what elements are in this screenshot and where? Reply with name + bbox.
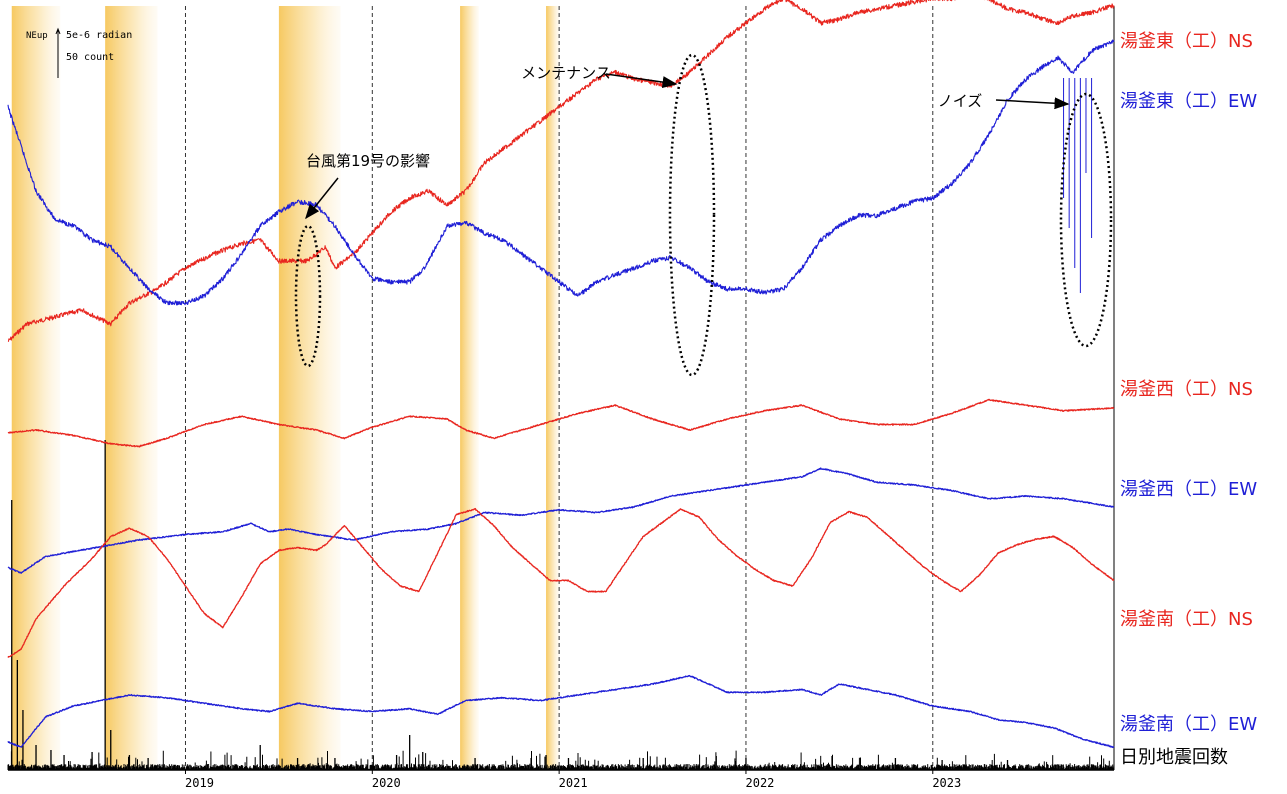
annotation-ellipse-3	[1059, 92, 1113, 348]
series-line-3	[7, 398, 1115, 448]
x-tick-label-4: 2022	[746, 776, 775, 790]
shaded-period-5	[546, 6, 560, 770]
right-label-3: 湯釜西（工）NS	[1120, 379, 1253, 400]
right-label-6: 湯釜南（工）EW	[1120, 714, 1257, 735]
scale-bar-tilt: 5e-6 radian	[66, 30, 132, 41]
right-label-1: 湯釜東（工）NS	[1120, 31, 1253, 52]
annotation-arrow-2	[605, 73, 678, 89]
shaded-period-2	[105, 6, 158, 770]
x-tick-label-2: 2020	[372, 776, 401, 790]
earthquake-count-bars	[7, 440, 1115, 770]
x-tick-labels: 2019 2020 2021 2022 2023	[184, 770, 961, 790]
right-label-7: 日別地震回数	[1120, 747, 1228, 768]
right-labels: 湯釜東（工）NS 湯釜東（工）EW 湯釜西（工）NS 湯釜西（工）EW 湯釜南（工）NS…	[1120, 31, 1257, 768]
shaded-period-4	[460, 6, 479, 770]
shaded-period-3	[278, 6, 341, 770]
right-label-4: 湯釜西（工）EW	[1120, 479, 1257, 500]
tilt-series	[7, 0, 1115, 749]
year-dashed-lines	[184, 6, 934, 770]
shaded-periods	[11, 6, 560, 770]
annotation-label-2: メンテナンス	[521, 64, 611, 82]
scale-bar: NEup 5e-6 radian 50 count	[26, 27, 132, 78]
series-line-5	[7, 507, 1115, 658]
x-tick-label-5: 2023	[932, 776, 961, 790]
annotation-label-1: 台風第19号の影響	[306, 152, 430, 170]
annotation-label-3: ノイズ	[938, 92, 983, 110]
scale-bar-group: NEup	[26, 31, 48, 41]
annotation-arrow-3	[995, 97, 1070, 110]
series-line-2	[7, 39, 1115, 306]
series-line-1	[7, 0, 1115, 343]
x-tick-label-3: 2021	[559, 776, 588, 790]
daily-count-background	[7, 750, 1115, 770]
right-label-2: 湯釜東（工）EW	[1120, 91, 1257, 112]
right-label-5: 湯釜南（工）NS	[1120, 609, 1253, 630]
annotation-ellipse-2	[668, 53, 716, 377]
annotation-ellipse-1	[294, 224, 322, 368]
series-line-6	[7, 674, 1115, 749]
plot-frame	[8, 6, 1115, 771]
x-tick-label-1: 2019	[185, 776, 214, 790]
series-line-4	[7, 467, 1115, 574]
annotation-arrow-1	[305, 177, 339, 220]
scale-bar-count: 50 count	[66, 52, 114, 63]
shaded-period-1	[11, 6, 61, 770]
